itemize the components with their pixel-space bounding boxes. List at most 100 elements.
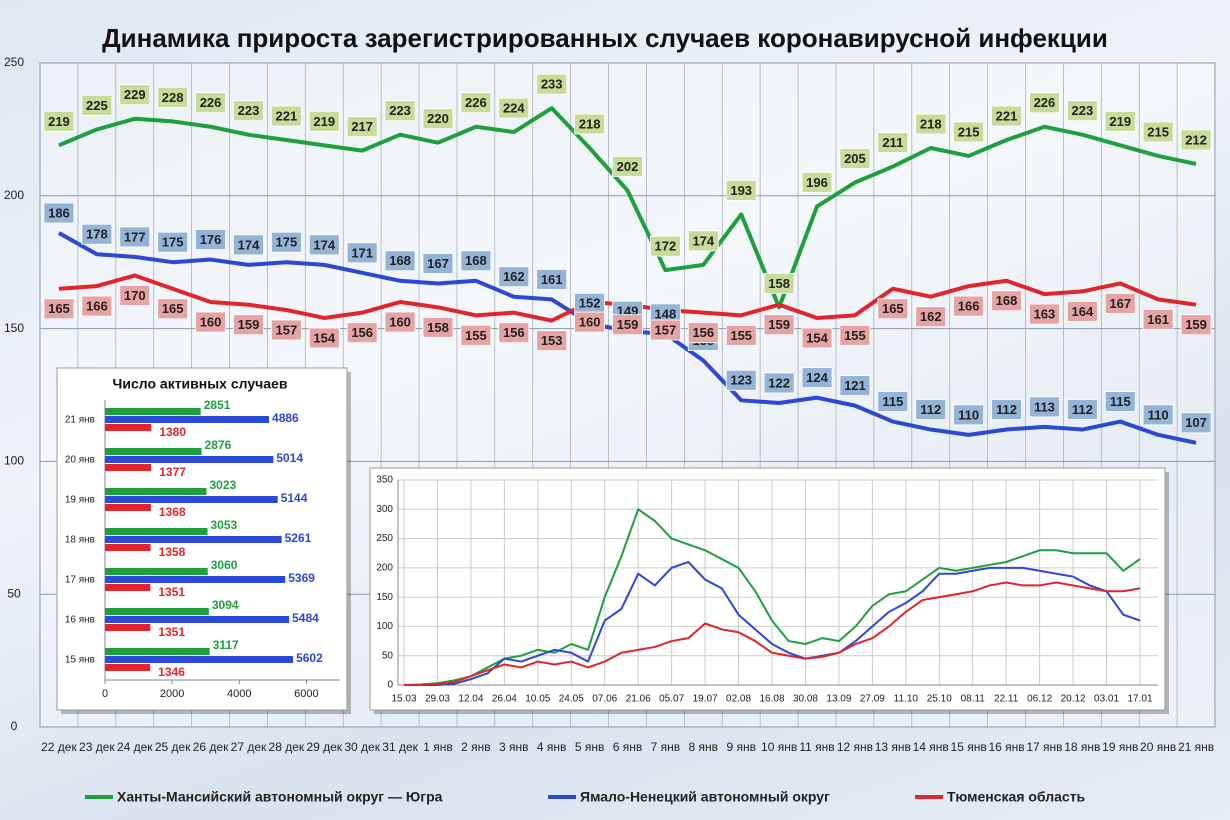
- data-label: 110: [958, 407, 979, 422]
- y-tick-label: 15 янв: [65, 655, 95, 666]
- x-tick-label: 1 янв: [423, 740, 453, 754]
- data-label: 155: [730, 328, 752, 343]
- bar: [105, 504, 151, 511]
- data-label: 154: [806, 330, 828, 345]
- x-tick-label: 4000: [227, 688, 251, 700]
- y-tick-label: 350: [376, 475, 393, 486]
- data-label: 172: [655, 239, 677, 254]
- x-tick-label: 08.11: [961, 694, 986, 705]
- x-tick-label: 21 янв: [1177, 740, 1215, 754]
- data-label-box: [384, 100, 416, 122]
- data-label-box: [233, 100, 264, 122]
- data-label: 159: [617, 317, 639, 332]
- data-label: 219: [1109, 114, 1131, 129]
- data-label-box: [536, 330, 568, 352]
- data-label: 159: [1185, 317, 1207, 332]
- data-label-box: [612, 314, 643, 336]
- data-label: 157: [655, 322, 677, 337]
- data-label: 5144: [281, 491, 308, 505]
- data-label-box: [536, 73, 568, 95]
- data-label-box: [195, 92, 226, 114]
- data-label: 112: [996, 402, 1017, 417]
- data-label: 193: [730, 183, 752, 198]
- data-label: 155: [844, 328, 866, 343]
- data-label: 153: [541, 333, 563, 348]
- data-label-box: [270, 231, 302, 253]
- data-label: 164: [1071, 304, 1093, 319]
- data-label: 160: [389, 314, 411, 329]
- data-label-box: [81, 223, 113, 245]
- data-label: 218: [579, 116, 601, 131]
- data-label: 217: [351, 119, 373, 134]
- y-tick-label: 21 янв: [65, 415, 95, 426]
- data-label: 123: [730, 373, 752, 388]
- data-label-box: [991, 399, 1022, 420]
- data-label: 221: [276, 108, 298, 123]
- data-label-box: [498, 97, 530, 119]
- data-label-box: [270, 319, 302, 341]
- y-tick-label: 200: [4, 188, 24, 202]
- data-label-box: [119, 285, 151, 306]
- data-label: 159: [238, 317, 260, 332]
- x-tick-label: 17 янв: [1026, 740, 1063, 754]
- bar: [105, 488, 207, 495]
- x-tick-label: 31 дек: [382, 740, 418, 754]
- data-label: 1346: [158, 665, 185, 679]
- data-label: 225: [86, 98, 108, 113]
- data-label-box: [687, 230, 719, 252]
- data-label-box: [877, 298, 909, 320]
- data-label-box: [991, 290, 1022, 312]
- data-label-box: [991, 105, 1022, 127]
- x-tick-label: 4 янв: [536, 740, 567, 754]
- x-tick-label: 12.04: [458, 694, 483, 705]
- data-label: 168: [389, 253, 411, 268]
- y-tick-label: 19 янв: [65, 495, 95, 506]
- data-label-box: [1142, 121, 1174, 143]
- data-label: 2851: [204, 398, 231, 412]
- data-label: 219: [48, 114, 70, 129]
- x-tick-label: 12 янв: [836, 740, 873, 754]
- x-tick-label: 2000: [160, 688, 184, 700]
- data-label-box: [460, 92, 492, 114]
- data-label: 1358: [159, 545, 186, 559]
- data-label: 174: [238, 237, 260, 252]
- data-label: 218: [920, 116, 942, 131]
- data-label-box: [650, 235, 681, 257]
- data-label: 107: [1185, 415, 1207, 430]
- data-label: 165: [48, 301, 70, 316]
- data-label-box: [612, 156, 643, 177]
- data-label: 170: [124, 288, 146, 303]
- data-label: 124: [806, 370, 828, 385]
- x-tick-label: 16 янв: [988, 740, 1025, 754]
- data-label: 3094: [212, 598, 239, 612]
- data-label-box: [308, 110, 340, 132]
- bar: [105, 624, 151, 631]
- x-tick-label: 24.05: [559, 694, 584, 705]
- data-label: 3023: [209, 478, 236, 492]
- bar: [105, 408, 201, 415]
- data-label-box: [763, 372, 795, 394]
- data-label-box: [498, 322, 530, 344]
- x-tick-label: 27.09: [860, 694, 885, 705]
- x-tick-label: 18 янв: [1064, 740, 1101, 754]
- data-label: 1380: [159, 425, 186, 439]
- data-label: 158: [768, 276, 790, 291]
- data-label-box: [346, 322, 378, 344]
- data-label-box: [308, 327, 340, 349]
- data-label: 5602: [296, 651, 323, 665]
- data-label: 211: [882, 135, 903, 150]
- data-label-box: [915, 306, 947, 328]
- data-label: 157: [276, 322, 298, 337]
- bar: [105, 424, 152, 431]
- data-label: 233: [541, 77, 563, 92]
- y-tick-label: 250: [4, 55, 24, 69]
- y-tick-label: 0: [11, 719, 18, 733]
- data-label-box: [725, 324, 757, 346]
- data-label-box: [1104, 110, 1136, 132]
- bar: [105, 464, 152, 471]
- data-label-box: [1104, 293, 1136, 314]
- bar: [105, 536, 282, 543]
- data-label-box: [801, 367, 833, 389]
- data-label-box: [157, 87, 189, 108]
- data-label-box: [574, 113, 605, 135]
